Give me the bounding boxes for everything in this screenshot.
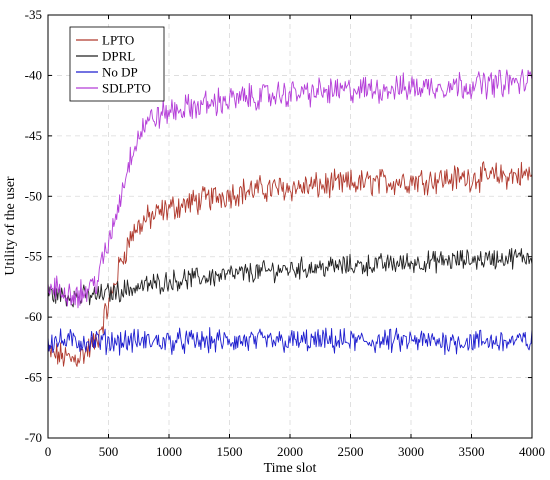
y-tick-label: -40 (25, 67, 42, 82)
y-tick-label: -55 (25, 249, 42, 264)
x-axis-title: Time slot (264, 461, 317, 476)
x-tick-label: 3500 (459, 444, 485, 459)
series-line-sdlpto (47, 69, 533, 309)
series-line-no-dp (47, 327, 533, 356)
x-tick-label: 1000 (156, 444, 182, 459)
series-line-dprl (47, 247, 533, 308)
x-tick-label: 2000 (277, 444, 303, 459)
legend-label-dprl: DPRL (102, 49, 135, 64)
y-tick-label: -65 (25, 370, 42, 385)
x-tick-label: 3000 (398, 444, 424, 459)
legend-label-lpto: LPTO (102, 33, 134, 48)
tick-labels: 0 500 1000 1500 2000 2500 3000 3500 4000 -70 -65 -6… (25, 7, 545, 459)
x-tick-label: 0 (45, 444, 52, 459)
series-line-lpto (47, 161, 533, 367)
x-tick-label: 500 (99, 444, 119, 459)
legend-label-sdlpto: SDLPTO (102, 81, 151, 96)
y-tick-label: -45 (25, 128, 42, 143)
x-tick-label: 1500 (217, 444, 243, 459)
y-axis-title: Utility of the user (3, 176, 18, 275)
grid (48, 15, 532, 438)
legend-label-no-dp: No DP (102, 65, 138, 80)
legend-box (69, 26, 165, 102)
series-group (47, 69, 533, 367)
x-tick-label: 2500 (338, 444, 364, 459)
y-tick-label: -60 (25, 309, 42, 324)
ticks (47, 14, 533, 439)
x-tick-label: 4000 (519, 444, 545, 459)
y-tick-label: -35 (25, 7, 42, 22)
y-tick-label: -50 (25, 188, 42, 203)
y-tick-label: -70 (25, 430, 42, 445)
